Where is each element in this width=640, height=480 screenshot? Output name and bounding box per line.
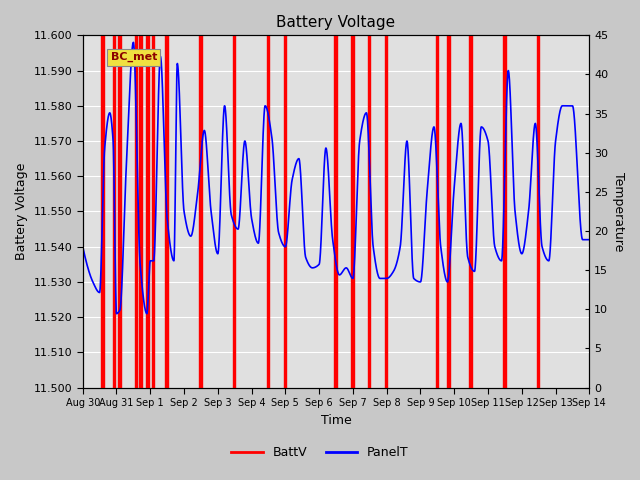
Bar xyxy=(537,36,540,388)
Title: Battery Voltage: Battery Voltage xyxy=(276,15,396,30)
Y-axis label: Temperature: Temperature xyxy=(612,172,625,251)
Bar xyxy=(113,36,115,388)
Bar xyxy=(135,36,138,388)
Bar xyxy=(436,36,438,388)
Bar xyxy=(152,36,154,388)
X-axis label: Time: Time xyxy=(321,414,351,427)
Bar xyxy=(470,36,472,388)
Y-axis label: Battery Voltage: Battery Voltage xyxy=(15,163,28,260)
Bar xyxy=(368,36,371,388)
Bar xyxy=(503,36,506,388)
Bar xyxy=(118,36,120,388)
Bar xyxy=(385,36,387,388)
Bar xyxy=(284,36,286,388)
Bar xyxy=(267,36,269,388)
Bar xyxy=(447,36,450,388)
Text: BC_met: BC_met xyxy=(111,52,157,62)
Bar xyxy=(166,36,168,388)
Bar xyxy=(146,36,148,388)
Bar xyxy=(140,36,142,388)
Bar xyxy=(101,36,104,388)
Bar xyxy=(199,36,202,388)
Legend: BattV, PanelT: BattV, PanelT xyxy=(227,441,413,464)
Bar xyxy=(351,36,353,388)
Bar xyxy=(233,36,236,388)
Bar xyxy=(334,36,337,388)
